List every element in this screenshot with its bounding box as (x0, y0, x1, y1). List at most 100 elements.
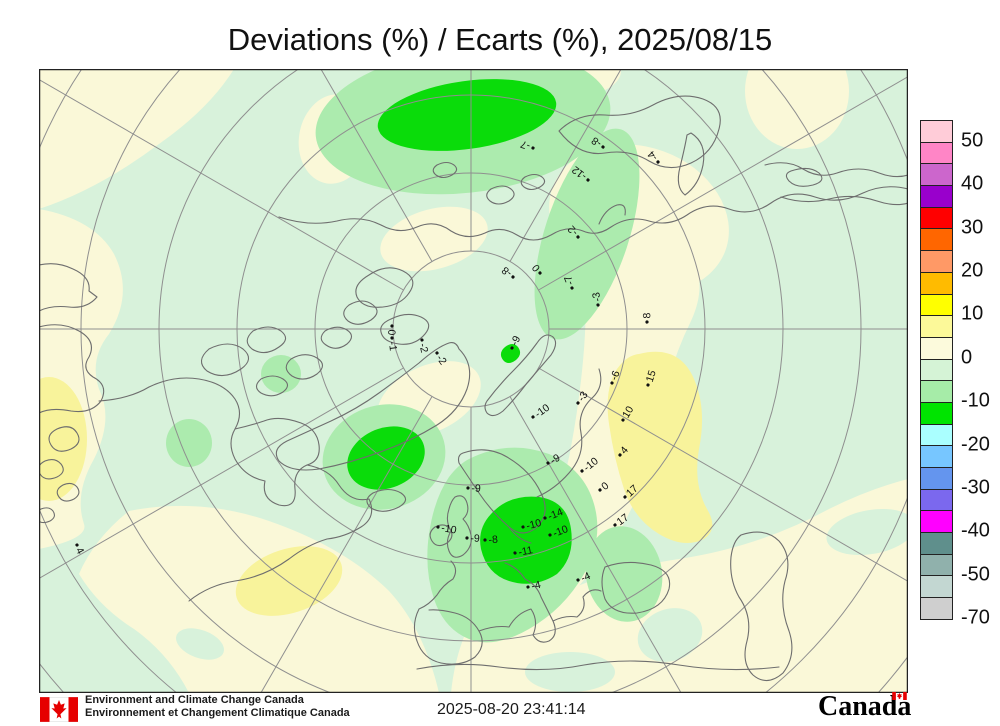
coastline-path (478, 578, 556, 643)
colorbar-tick-label: 0 (961, 346, 973, 369)
svg-text:-9: -9 (470, 533, 480, 545)
coastline-path (429, 524, 453, 547)
org-name-en: Environment and Climate Change Canada (85, 694, 304, 706)
coastline-path (432, 161, 458, 179)
colorbar-box (920, 293, 953, 317)
station-value: -1 (386, 336, 399, 352)
colorbar-box (920, 358, 953, 382)
coastline-path (552, 589, 602, 622)
station-value: -10 (436, 522, 457, 537)
coastline-path (598, 204, 626, 225)
coastline-path (278, 186, 908, 241)
graticule (39, 69, 908, 693)
colorbar-boxes (920, 120, 953, 620)
station-value: 0 (385, 324, 397, 336)
coastline-path (413, 560, 483, 665)
colorbar-box (920, 271, 953, 295)
org-name: Environment and Climate Change Canada En… (85, 694, 350, 719)
coastline-path (255, 375, 289, 397)
coastlines (39, 95, 908, 682)
colorbar-box (920, 315, 953, 338)
svg-text:-10: -10 (551, 523, 570, 540)
colorbar-tick-label: -50 (961, 563, 990, 586)
colorbar-box (920, 228, 953, 252)
station-value: -4 (576, 570, 593, 585)
svg-text:-11: -11 (517, 544, 534, 559)
coastline-path (446, 495, 472, 558)
coastline-path (39, 263, 98, 312)
coastline-path (343, 300, 378, 325)
coastline-path (764, 162, 908, 178)
colorbar-tick-label: -30 (961, 476, 990, 499)
svg-text:-7: -7 (562, 274, 577, 287)
coastline-path (246, 326, 287, 354)
colorbar-box (920, 510, 953, 534)
svg-text:15: 15 (644, 369, 659, 384)
svg-text:-14: -14 (546, 506, 565, 523)
generation-timestamp: 2025-08-20 23:41:14 (437, 701, 586, 718)
coastline-path (98, 377, 320, 507)
coastline-path (730, 531, 793, 682)
colorbar-box (920, 575, 953, 599)
canada-wordmark: Canada (818, 691, 918, 723)
canada-wordmark-flag-icon (892, 692, 907, 700)
station-value: -6 (608, 369, 623, 385)
colorbar-box (920, 401, 953, 425)
station-value: 15 (644, 369, 659, 387)
svg-text:8: 8 (641, 312, 653, 318)
station-value: 4 (73, 543, 86, 556)
page-title: Deviations (%) / Ecarts (%), 2025/08/15 (227, 22, 773, 57)
colorbar-box (920, 163, 953, 187)
svg-text:-10: -10 (525, 517, 543, 532)
coastline-path (188, 464, 373, 602)
coastline-path (520, 173, 546, 191)
station-value: -2 (416, 338, 430, 354)
coastline-path (56, 482, 80, 502)
svg-text:-2: -2 (416, 342, 430, 354)
station-value: -10 (548, 523, 570, 540)
coastline-path (536, 368, 602, 498)
svg-text:-4: -4 (530, 579, 542, 593)
colorbar-box (920, 467, 953, 490)
coastline-path (48, 426, 80, 452)
station-value: -9 (466, 483, 481, 495)
station-value: 10 (620, 404, 636, 422)
fill-region-bright-green (347, 79, 572, 584)
coastline-path (355, 267, 414, 308)
svg-text:-10: -10 (440, 522, 457, 536)
colorbar-box (920, 445, 953, 468)
coastline-path (39, 507, 56, 524)
colorbar-box (920, 120, 953, 143)
coastline-path (39, 458, 64, 480)
coastline-path (39, 324, 105, 414)
svg-text:-6: -6 (608, 369, 623, 382)
coastline-path (508, 526, 532, 544)
svg-text:-7: -7 (519, 138, 532, 152)
colorbar-box (920, 380, 953, 403)
colorbar-box (920, 250, 953, 273)
colorbar-box (920, 423, 953, 447)
map-frame (39, 69, 908, 693)
coastline-path (457, 449, 546, 534)
station-value: -3 (590, 291, 604, 307)
colorbar-tick-label: -40 (961, 519, 990, 542)
coastline-path (366, 488, 407, 512)
colorbar-box (920, 141, 953, 165)
coastline-path (380, 313, 430, 345)
station-value: -7 (519, 138, 535, 152)
coastline-path (677, 132, 705, 196)
colorbar-tick-label: -20 (961, 433, 990, 456)
fill-region-light-yellow (39, 351, 713, 616)
station-value: -7 (562, 274, 577, 290)
colorbar-tick-label: 30 (961, 216, 984, 239)
coastline-path (558, 95, 721, 169)
org-name-fr: Environnement et Changement Climatique C… (85, 706, 350, 719)
station-value: -11 (513, 544, 534, 559)
colorbar-box (920, 488, 953, 512)
colorbar-tick-label: 50 (961, 129, 984, 152)
colorbar-box (920, 336, 953, 360)
coastline-path (486, 185, 515, 205)
station-value: 8 (641, 312, 653, 324)
colorbar-tick-label: -10 (961, 389, 990, 412)
svg-text:-8: -8 (488, 534, 498, 547)
